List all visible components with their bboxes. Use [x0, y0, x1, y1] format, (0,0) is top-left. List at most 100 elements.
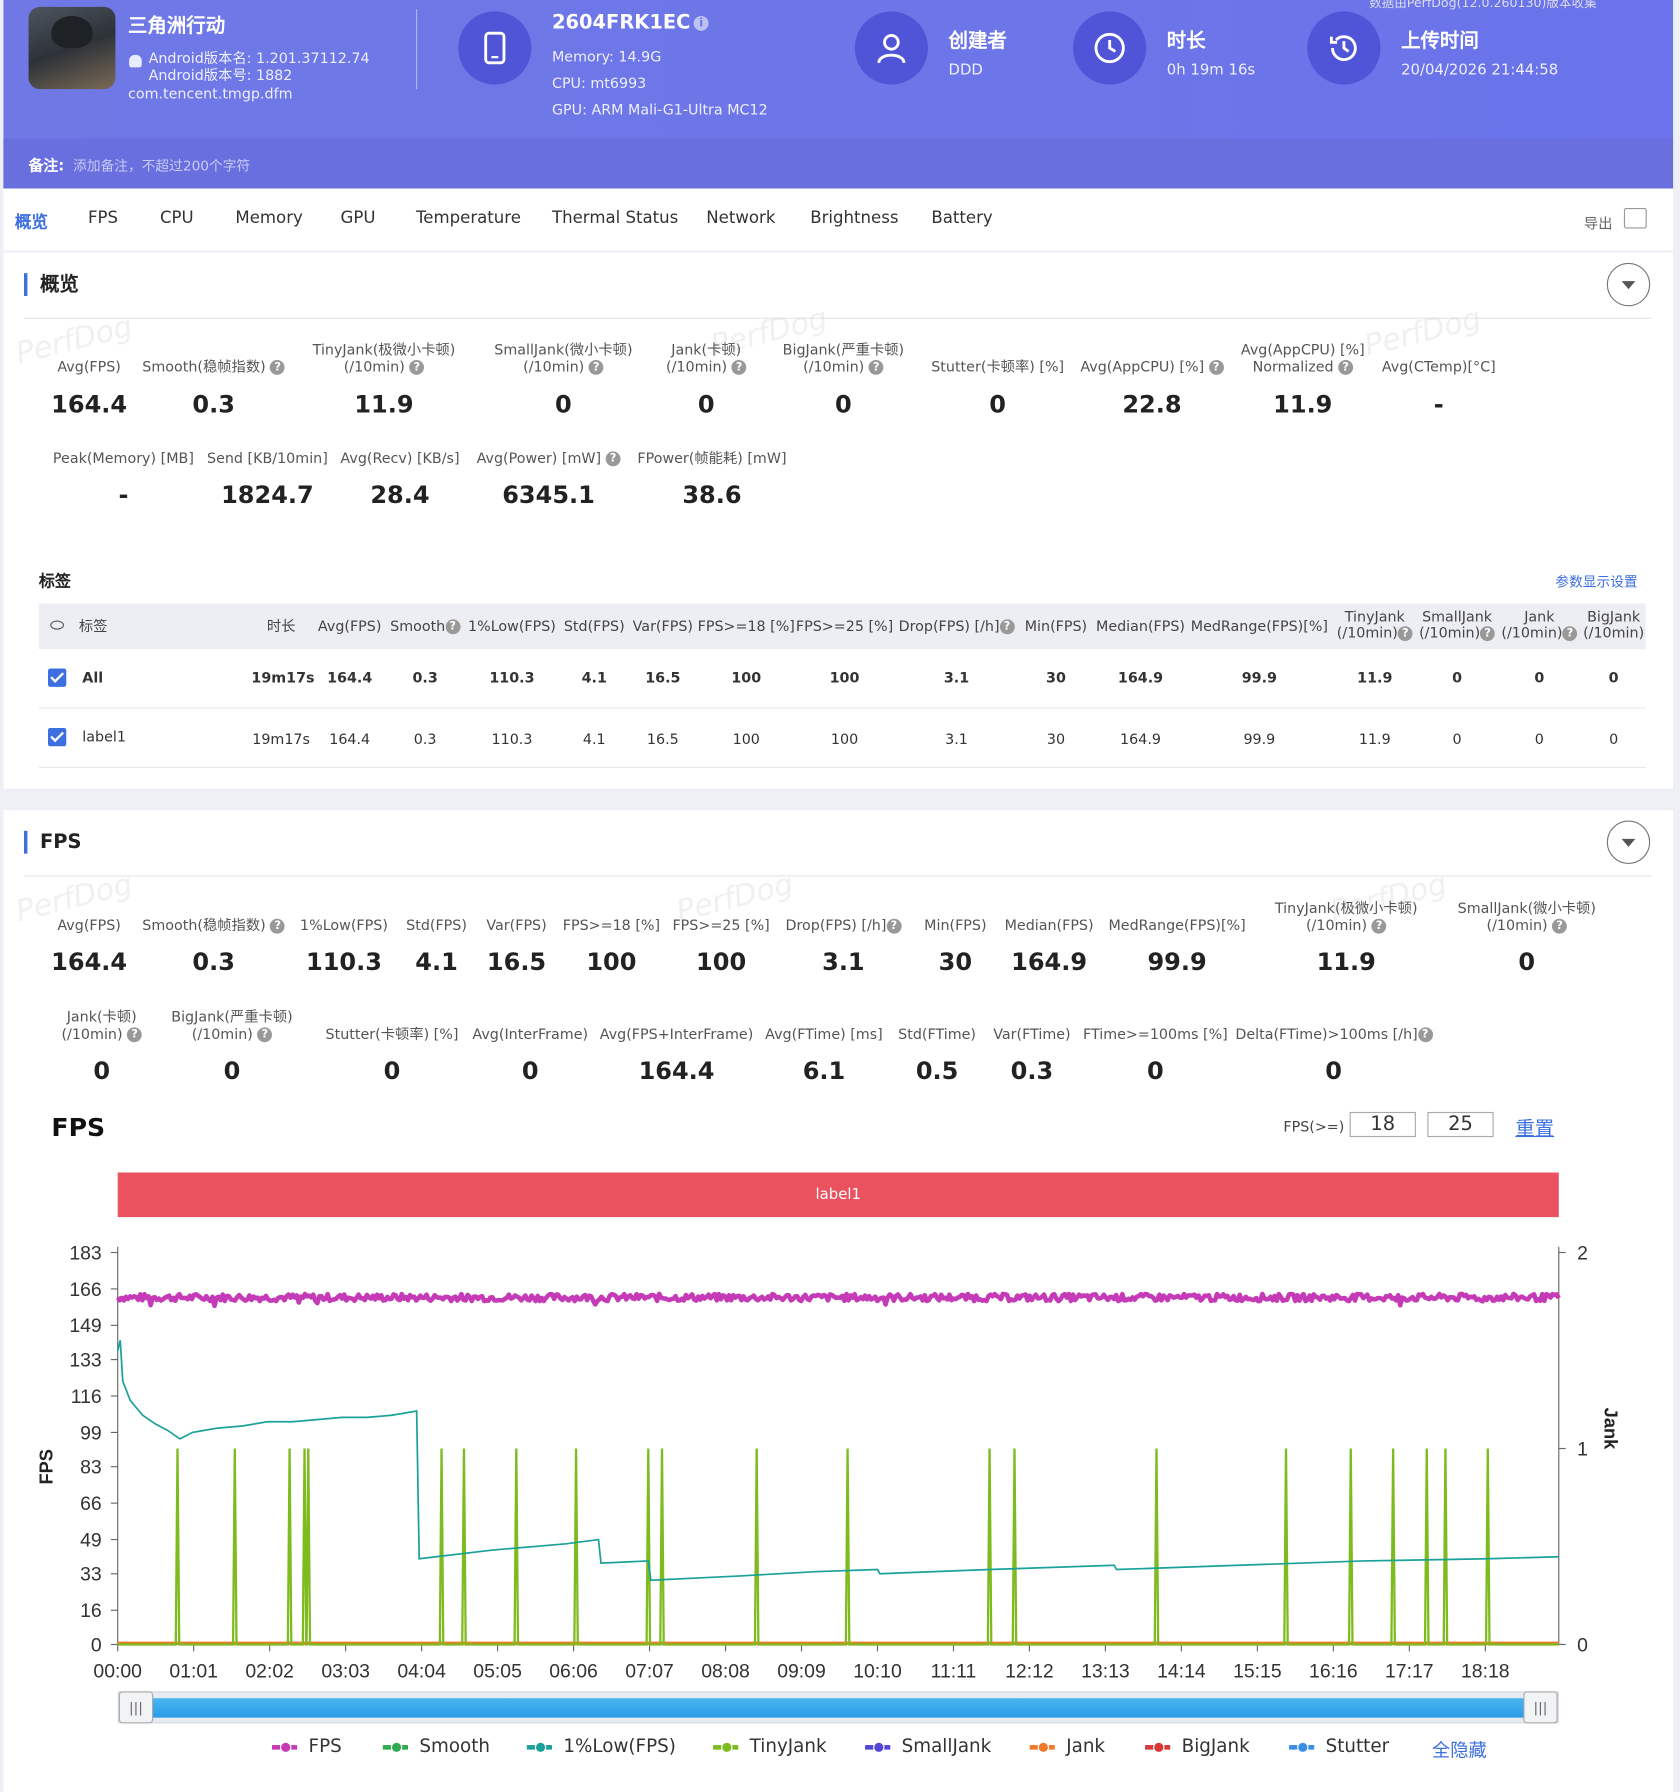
- column-header[interactable]: Std(FPS): [563, 617, 625, 635]
- legend-stutter[interactable]: Stutter: [1289, 1735, 1389, 1756]
- collapse-button[interactable]: [1606, 820, 1651, 864]
- tab-memory[interactable]: Memory: [235, 209, 303, 228]
- help-icon[interactable]: ?: [605, 451, 621, 467]
- table-row[interactable]: All 19m17s 164.4 0.3 110.3 4.1 16.5 100 …: [38, 649, 1646, 709]
- legend-tinyjank[interactable]: TinyJank: [713, 1735, 827, 1756]
- duration-label: 时长: [1166, 29, 1206, 53]
- metric-value: 110.3: [306, 948, 382, 976]
- help-icon[interactable]: ?: [270, 359, 286, 375]
- help-icon[interactable]: ?: [999, 619, 1015, 635]
- legend-jank[interactable]: Jank: [1029, 1735, 1105, 1756]
- tab-overview[interactable]: 概览: [14, 213, 48, 232]
- row-checkbox[interactable]: [47, 668, 67, 687]
- help-icon[interactable]: ?: [588, 359, 604, 375]
- legend-bigjank[interactable]: BigJank: [1145, 1735, 1250, 1756]
- table-cell: 100: [830, 730, 859, 748]
- remark-bar: [3, 138, 1674, 189]
- column-header[interactable]: Min(FPS): [1024, 617, 1088, 635]
- fps-section-title: FPS: [23, 830, 82, 854]
- metric-value: 99.9: [1147, 948, 1207, 976]
- help-icon[interactable]: ?: [868, 359, 884, 375]
- info-icon[interactable]: i: [693, 15, 709, 31]
- column-header[interactable]: MedRange(FPS)[%]: [1190, 617, 1328, 635]
- table-cell: 16.5: [645, 668, 681, 686]
- display-settings-link[interactable]: 参数显示设置: [1555, 573, 1638, 590]
- tab-battery[interactable]: Battery: [931, 209, 993, 228]
- time-range-slider[interactable]: [117, 1691, 1559, 1724]
- help-icon[interactable]: ?: [1208, 359, 1224, 375]
- column-header[interactable]: Jank (/10min)?: [1499, 609, 1579, 642]
- slider-handle-right[interactable]: |||: [1523, 1691, 1558, 1724]
- metric-label: BigJank(严重卡顿) (/10min) ?: [782, 340, 905, 375]
- legend-marker-icon: [1029, 1741, 1055, 1753]
- eye-icon[interactable]: [50, 620, 64, 630]
- column-header[interactable]: BigJank (/10min): [1583, 609, 1645, 642]
- column-header[interactable]: FPS>=25 [%]: [795, 617, 894, 635]
- help-icon[interactable]: ?: [257, 1027, 273, 1043]
- legend-marker-icon: [382, 1741, 408, 1753]
- tab-thermal-status[interactable]: Thermal Status: [551, 209, 679, 228]
- column-header[interactable]: SmallJank (/10min)?: [1417, 609, 1497, 642]
- package-name: com.tencent.tmgp.dfm: [127, 84, 293, 102]
- hide-all-button[interactable]: 全隐藏: [1431, 1739, 1487, 1762]
- metric-label: Smooth(稳帧指数) ?: [141, 917, 287, 934]
- tab-fps[interactable]: FPS: [87, 209, 119, 228]
- help-icon[interactable]: ?: [1397, 626, 1413, 642]
- metric-label: Stutter(卡顿率) [%]: [325, 1025, 459, 1043]
- metric-label: Peak(Memory) [MB]: [52, 449, 194, 467]
- legend-1low[interactable]: 1%Low(FPS): [526, 1735, 676, 1756]
- row-checkbox[interactable]: [47, 727, 67, 747]
- legend-fps[interactable]: FPS: [271, 1735, 342, 1756]
- fps-chart-title: FPS: [51, 1114, 106, 1143]
- help-icon[interactable]: ?: [409, 359, 425, 375]
- help-icon[interactable]: ?: [1480, 626, 1496, 642]
- tab-brightness[interactable]: Brightness: [810, 209, 899, 228]
- column-header[interactable]: 1%Low(FPS): [468, 617, 556, 635]
- tab-temperature[interactable]: Temperature: [415, 209, 521, 228]
- label-band[interactable]: label1: [117, 1172, 1559, 1218]
- column-header[interactable]: Smooth?: [389, 618, 462, 635]
- help-icon[interactable]: ?: [1552, 918, 1568, 934]
- help-icon[interactable]: ?: [886, 918, 902, 934]
- table-row[interactable]: label1 19m17s 164.4 0.3 110.3 4.1 16.5 1…: [38, 709, 1646, 768]
- metric-value: 3.1: [822, 948, 865, 976]
- history-icon: [1307, 11, 1381, 85]
- reset-button[interactable]: 重置: [1515, 1117, 1555, 1141]
- tab-network[interactable]: Network: [706, 209, 776, 228]
- help-icon[interactable]: ?: [127, 1027, 142, 1043]
- help-icon[interactable]: ?: [1417, 1027, 1433, 1043]
- help-icon[interactable]: ?: [1562, 626, 1578, 642]
- remark-input[interactable]: 添加备注，不超过200个字符: [73, 157, 251, 174]
- legend-smooth[interactable]: Smooth: [382, 1735, 490, 1756]
- table-cell: 164.4: [327, 668, 373, 686]
- table-cell: 99.9: [1243, 730, 1276, 748]
- collapse-button[interactable]: [1606, 262, 1651, 307]
- metric-label: BigJank(严重卡顿) (/10min) ?: [171, 1007, 293, 1043]
- help-icon[interactable]: ?: [270, 918, 286, 934]
- fps-threshold-input-1[interactable]: 18: [1349, 1111, 1416, 1138]
- column-header[interactable]: TinyJank (/10min)?: [1335, 609, 1415, 642]
- help-icon[interactable]: ?: [1338, 359, 1354, 375]
- column-header[interactable]: Drop(FPS) [/h]?: [896, 618, 1017, 635]
- column-header[interactable]: Var(FPS): [632, 617, 693, 635]
- tab-cpu[interactable]: CPU: [159, 209, 194, 228]
- metric-label: Avg(FPS+InterFrame): [599, 1025, 754, 1043]
- export-button[interactable]: 导出: [1583, 214, 1613, 232]
- help-icon[interactable]: ?: [1371, 918, 1387, 934]
- help-icon[interactable]: ?: [731, 359, 747, 375]
- column-header[interactable]: 时长: [266, 617, 296, 635]
- document-icon[interactable]: [1623, 207, 1647, 229]
- legend-smalljank[interactable]: SmallJank: [865, 1735, 991, 1756]
- slider-fill: [134, 1698, 1542, 1718]
- column-header[interactable]: Median(FPS): [1095, 617, 1186, 635]
- help-icon[interactable]: ?: [445, 619, 461, 635]
- divider: [415, 9, 418, 90]
- metric-value: 164.4: [51, 390, 128, 419]
- tab-gpu[interactable]: GPU: [340, 209, 376, 228]
- device-model[interactable]: 2604FRK1EC i: [552, 11, 709, 34]
- column-header[interactable]: FPS>=18 [%]: [697, 617, 795, 635]
- metric-value: 100: [696, 948, 747, 976]
- fps-threshold-input-2[interactable]: 25: [1427, 1111, 1494, 1138]
- slider-handle-left[interactable]: |||: [118, 1691, 154, 1724]
- column-header[interactable]: Avg(FPS): [317, 617, 382, 635]
